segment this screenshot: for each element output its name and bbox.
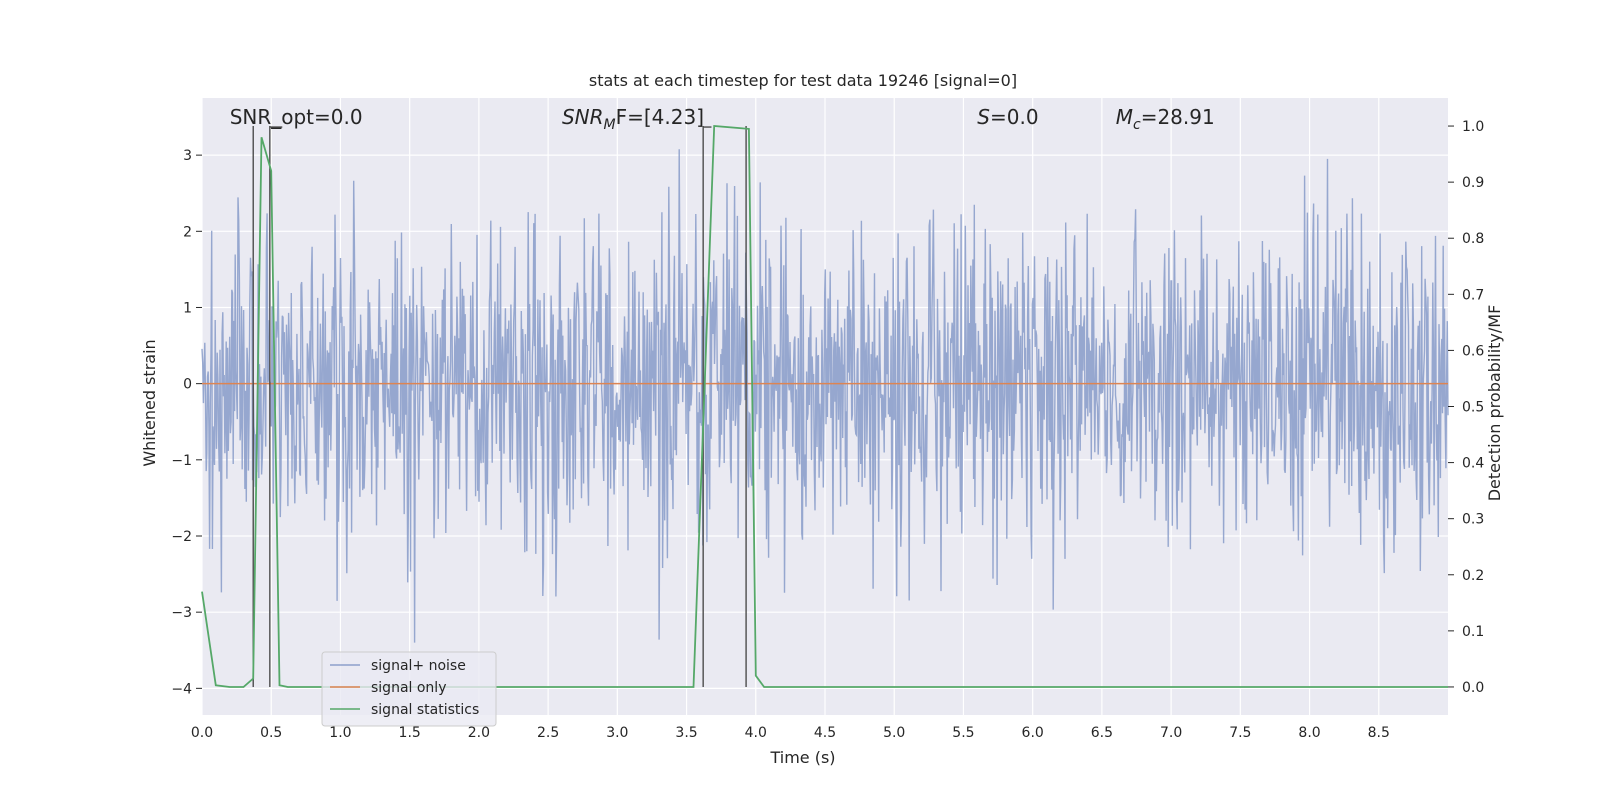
x-tick-label-17: 8.5 [1368,725,1390,741]
legend: signal+ noise signal only signal statist… [321,651,497,727]
chart-title: stats at each timestep for test data 192… [589,71,1017,90]
legend-box [321,651,497,727]
y-tick-label-0: −4 [171,681,192,697]
y-right-axis-label: Detection probability/MF [1485,305,1504,502]
y-right-tick-label-4: 0.4 [1462,456,1484,472]
y-tick-label-4: 0 [183,377,192,393]
series-signal-noise [201,149,1449,643]
y-axis-ticks: −4 −3 −2 −1 0 1 2 3 [171,148,202,697]
y-right-tick-label-10: 1.0 [1462,119,1484,135]
y-tick-label-7: 3 [183,148,192,164]
x-tick-label-5: 2.5 [537,725,559,741]
x-tick-label-10: 5.0 [883,725,905,741]
x-tick-label-1: 0.5 [260,725,282,741]
annotation-0: SNR_opt=0.0 [230,105,363,129]
y-tick-label-5: 1 [183,300,192,316]
legend-label-signal-statistics: signal statistics [371,702,479,718]
x-tick-label-13: 6.5 [1091,725,1113,741]
x-tick-label-9: 4.5 [814,725,836,741]
x-tick-label-4: 2.0 [468,725,490,741]
x-tick-label-11: 5.5 [952,725,974,741]
x-axis-ticks: 0.0 0.5 1.0 1.5 2.0 2.5 3.0 3.5 4.0 4.5 5.0 5.5 6.0 6… [191,725,1390,741]
y-right-tick-label-5: 0.5 [1462,400,1484,416]
annotation-1: SNRMF=[4.23] [562,105,704,133]
y-tick-label-6: 2 [183,224,192,240]
x-tick-label-3: 1.5 [399,725,421,741]
y-right-axis-ticks: 0.0 0.1 0.2 0.3 0.4 0.5 0.6 0.7 0.8 0.9 1.0 [1448,119,1484,696]
y-tick-label-3: −1 [171,453,192,469]
y-right-tick-label-0: 0.0 [1462,680,1484,696]
y-tick-label-2: −2 [171,529,192,545]
x-tick-label-16: 8.0 [1298,725,1320,741]
y-axis-label: Whitened strain [140,339,159,466]
y-right-tick-label-7: 0.7 [1462,287,1484,303]
x-tick-label-8: 4.0 [745,725,767,741]
y-right-tick-label-1: 0.1 [1462,624,1484,640]
x-tick-label-2: 1.0 [329,725,351,741]
y-right-tick-label-3: 0.3 [1462,512,1484,528]
y-right-tick-label-6: 0.6 [1462,343,1484,359]
x-tick-label-0: 0.0 [191,725,213,741]
signal-noise-line [201,149,1449,643]
x-axis-label: Time (s) [769,748,835,767]
annotations: SNR_opt=0.0 SNRMF=[4.23] S=0.0 Mc=28.91 [230,105,1215,133]
x-tick-label-6: 3.0 [606,725,628,741]
x-tick-label-7: 3.5 [675,725,697,741]
y-tick-label-1: −3 [171,605,192,621]
annotation-3: Mc=28.91 [1116,105,1215,133]
x-tick-label-15: 7.5 [1229,725,1251,741]
legend-label-signal-noise: signal+ noise [371,658,466,674]
y-right-tick-label-9: 0.9 [1462,175,1484,191]
x-tick-label-14: 7.0 [1160,725,1182,741]
annotation-2: S=0.0 [977,105,1038,129]
y-right-tick-label-2: 0.2 [1462,568,1484,584]
y-right-tick-label-8: 0.8 [1462,231,1484,247]
legend-label-signal-only: signal only [371,680,446,696]
x-tick-label-12: 6.0 [1022,725,1044,741]
